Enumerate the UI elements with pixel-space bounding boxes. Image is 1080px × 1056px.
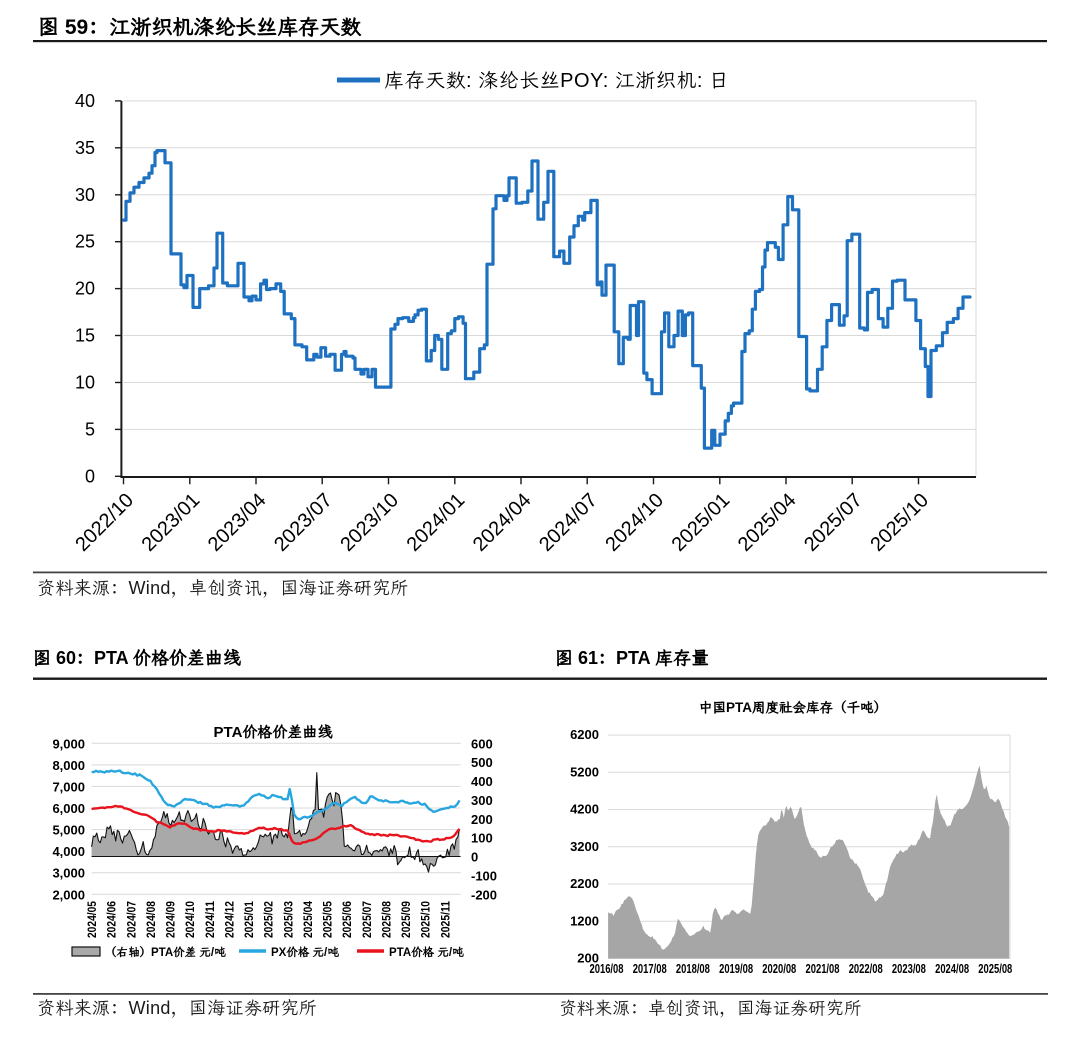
svg-text:（右轴）PTA价差 元/吨: （右轴）PTA价差 元/吨 xyxy=(105,944,226,960)
svg-text:2025/10: 2025/10 xyxy=(417,901,434,938)
svg-text:2024/08: 2024/08 xyxy=(935,958,969,977)
svg-text:资料来源：Wind，国海证券研究所: 资料来源：Wind，国海证券研究所 xyxy=(37,994,317,1020)
svg-text:2023/10: 2023/10 xyxy=(332,485,404,557)
svg-text:图 59：江浙织机涤纶长丝库存天数: 图 59：江浙织机涤纶长丝库存天数 xyxy=(38,11,361,41)
svg-text:2023/01: 2023/01 xyxy=(133,485,205,557)
svg-text:2024/10: 2024/10 xyxy=(181,901,198,938)
svg-text:图 61：PTA 库存量: 图 61：PTA 库存量 xyxy=(555,644,709,670)
svg-text:2025/08: 2025/08 xyxy=(978,958,1012,977)
svg-text:4,000: 4,000 xyxy=(52,841,85,860)
svg-text:2,000: 2,000 xyxy=(52,884,85,903)
svg-text:4200: 4200 xyxy=(570,799,599,818)
svg-text:0: 0 xyxy=(471,847,478,866)
svg-text:6200: 6200 xyxy=(570,724,599,743)
svg-text:库存天数: 涤纶长丝POY: 江浙织机: 日: 库存天数: 涤纶长丝POY: 江浙织机: 日 xyxy=(384,64,729,93)
svg-text:-200: -200 xyxy=(471,884,497,903)
svg-text:2025/08: 2025/08 xyxy=(377,901,394,938)
svg-text:2024/05: 2024/05 xyxy=(83,901,100,938)
svg-text:0: 0 xyxy=(85,462,95,488)
svg-text:100: 100 xyxy=(471,828,493,847)
svg-text:2016/08: 2016/08 xyxy=(590,958,624,977)
svg-text:2024/01: 2024/01 xyxy=(398,485,470,557)
svg-text:2024/06: 2024/06 xyxy=(103,901,120,938)
svg-text:200: 200 xyxy=(577,948,599,967)
svg-text:2021/08: 2021/08 xyxy=(806,958,840,977)
svg-text:2024/09: 2024/09 xyxy=(162,901,179,938)
svg-text:8,000: 8,000 xyxy=(52,755,85,774)
svg-text:2019/08: 2019/08 xyxy=(719,958,753,977)
svg-text:2200: 2200 xyxy=(570,873,599,892)
svg-text:图 60：PTA 价格价差曲线: 图 60：PTA 价格价差曲线 xyxy=(33,644,242,670)
svg-text:30: 30 xyxy=(75,181,95,207)
svg-text:资料来源：卓创资讯，国海证券研究所: 资料来源：卓创资讯，国海证券研究所 xyxy=(559,995,862,1020)
svg-text:2025/09: 2025/09 xyxy=(397,901,414,938)
svg-text:5,000: 5,000 xyxy=(52,820,85,839)
svg-text:PTA价格 元/吨: PTA价格 元/吨 xyxy=(389,944,464,960)
svg-text:2024/10: 2024/10 xyxy=(597,485,669,557)
svg-text:中国PTA周度社会库存（千吨）: 中国PTA周度社会库存（千吨） xyxy=(699,696,887,716)
svg-text:2020/08: 2020/08 xyxy=(762,958,796,977)
svg-text:2025/07: 2025/07 xyxy=(796,485,868,557)
svg-text:PX价格 元/吨: PX价格 元/吨 xyxy=(271,944,339,960)
svg-text:6,000: 6,000 xyxy=(52,798,85,817)
svg-text:2024/12: 2024/12 xyxy=(220,901,237,938)
svg-text:2025/03: 2025/03 xyxy=(279,901,296,938)
svg-text:9,000: 9,000 xyxy=(52,733,85,752)
svg-text:2025/01: 2025/01 xyxy=(240,901,257,938)
svg-text:400: 400 xyxy=(471,771,493,790)
svg-text:5: 5 xyxy=(85,415,95,441)
svg-text:3,000: 3,000 xyxy=(52,863,85,882)
svg-text:2024/11: 2024/11 xyxy=(201,901,218,938)
svg-text:2025/04: 2025/04 xyxy=(730,485,802,557)
svg-text:600: 600 xyxy=(471,733,493,752)
svg-text:2024/04: 2024/04 xyxy=(465,485,537,557)
svg-text:2022/10: 2022/10 xyxy=(67,485,139,557)
svg-text:2025/10: 2025/10 xyxy=(862,485,934,557)
svg-text:资料来源：Wind，卓创资讯，国海证券研究所: 资料来源：Wind，卓创资讯，国海证券研究所 xyxy=(37,574,409,600)
svg-text:2025/04: 2025/04 xyxy=(299,901,316,938)
svg-text:2018/08: 2018/08 xyxy=(676,958,710,977)
svg-text:2023/04: 2023/04 xyxy=(200,485,272,557)
svg-text:2025/01: 2025/01 xyxy=(663,485,735,557)
svg-text:1200: 1200 xyxy=(570,910,599,929)
svg-text:5200: 5200 xyxy=(570,761,599,780)
svg-text:2022/08: 2022/08 xyxy=(849,958,883,977)
svg-text:2023/08: 2023/08 xyxy=(892,958,926,977)
svg-text:200: 200 xyxy=(471,809,493,828)
svg-text:500: 500 xyxy=(471,752,493,771)
svg-text:300: 300 xyxy=(471,790,493,809)
svg-text:2025/02: 2025/02 xyxy=(260,901,277,938)
svg-text:15: 15 xyxy=(75,322,95,348)
svg-text:2024/08: 2024/08 xyxy=(142,901,159,938)
svg-text:20: 20 xyxy=(75,275,95,301)
svg-text:2024/07: 2024/07 xyxy=(122,901,139,938)
svg-text:2017/08: 2017/08 xyxy=(633,958,667,977)
svg-text:2025/11: 2025/11 xyxy=(436,901,453,938)
svg-text:10: 10 xyxy=(75,369,95,395)
svg-text:7,000: 7,000 xyxy=(52,776,85,795)
svg-text:40: 40 xyxy=(75,87,95,113)
svg-text:2025/06: 2025/06 xyxy=(338,901,355,938)
svg-text:35: 35 xyxy=(75,134,95,160)
svg-text:2025/05: 2025/05 xyxy=(319,901,336,938)
svg-text:2024/07: 2024/07 xyxy=(531,485,603,557)
svg-text:2023/07: 2023/07 xyxy=(266,485,338,557)
svg-text:2025/07: 2025/07 xyxy=(358,901,375,938)
svg-text:PTA价格价差曲线: PTA价格价差曲线 xyxy=(214,721,334,742)
svg-text:-100: -100 xyxy=(471,865,497,884)
svg-text:25: 25 xyxy=(75,228,95,254)
svg-text:3200: 3200 xyxy=(570,836,599,855)
